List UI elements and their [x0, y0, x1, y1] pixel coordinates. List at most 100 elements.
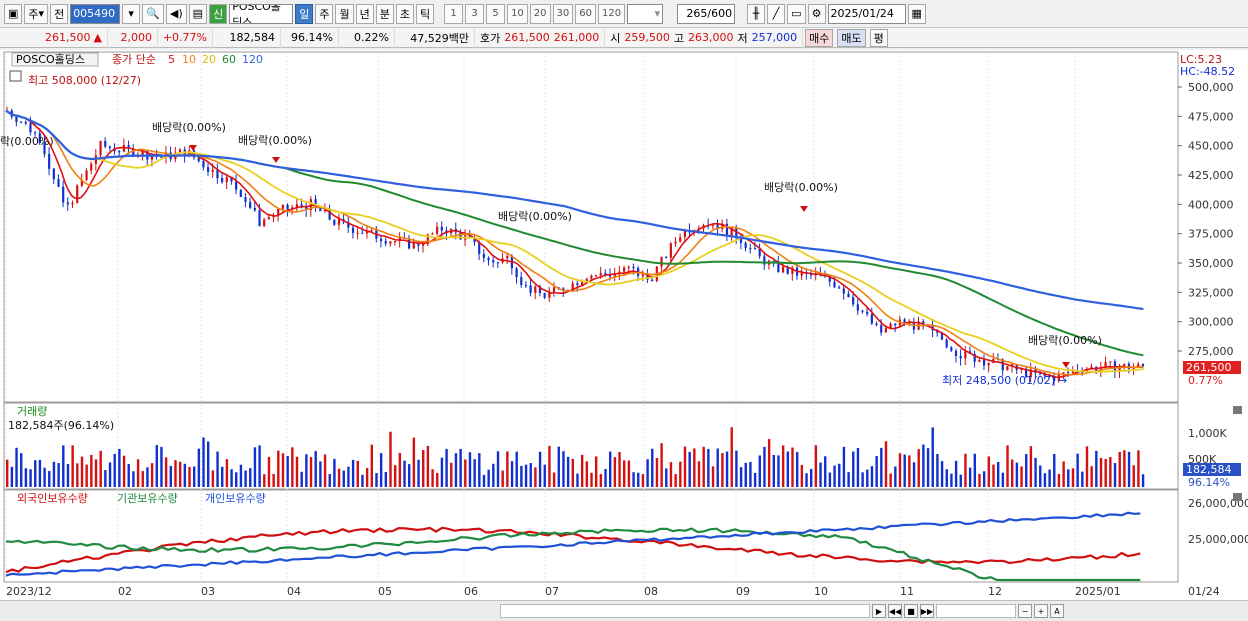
interval-10[interactable]: 10 — [507, 3, 528, 24]
candle-body — [903, 319, 906, 325]
candle-body — [314, 199, 317, 206]
play-icon[interactable]: ▶ — [872, 604, 886, 618]
volume-bar — [1057, 473, 1061, 487]
volume-bar — [842, 446, 846, 487]
stock-name-field[interactable]: POSCO홀딩스 — [229, 3, 294, 24]
volume-panel-close-icon[interactable] — [1233, 406, 1242, 414]
scroll-track[interactable] — [500, 604, 870, 618]
candle-body — [753, 248, 757, 250]
layout-icon[interactable]: ▣ — [4, 3, 23, 24]
tab-minute[interactable]: 분 — [375, 3, 394, 24]
date-field[interactable]: 2025/01/24 — [827, 3, 906, 24]
candle-body — [1104, 362, 1107, 368]
volume-bar — [889, 473, 892, 487]
calendar-icon[interactable]: ▦ — [907, 3, 926, 24]
candle-type-icon[interactable]: ╫ — [747, 3, 766, 24]
chart-area[interactable]: 500,000 475,000 450,000 425,000 400,000 375,0… — [0, 50, 1248, 621]
fast-forward-icon[interactable]: ▶▶ — [920, 604, 934, 618]
candle-body — [132, 148, 135, 157]
volume-bar — [436, 472, 439, 487]
draw-tool-icon[interactable]: ╱ — [767, 3, 786, 24]
volume-bar — [1006, 445, 1009, 487]
volume-value: 182,584 — [213, 27, 281, 48]
volume-bar — [945, 469, 948, 487]
volume-bar — [641, 474, 645, 487]
volume-bar — [744, 462, 747, 487]
volume-bar — [155, 445, 158, 487]
rewind-icon[interactable]: ◀◀ — [888, 604, 902, 618]
count-total: /600 — [707, 7, 733, 20]
eval-button[interactable]: 평 — [869, 28, 888, 47]
candle-body — [492, 260, 495, 263]
tab-year[interactable]: 년 — [355, 3, 374, 24]
volume-bar — [931, 427, 934, 487]
price-tick-label: 350,000 — [1188, 257, 1234, 270]
interval-30[interactable]: 30 — [552, 3, 574, 24]
volume-bar — [1109, 457, 1112, 487]
sell-button[interactable]: 매도 — [837, 28, 866, 47]
dividend-label-6: 배당락(0.00%) — [1028, 334, 1102, 347]
interval-60[interactable]: 60 — [575, 3, 596, 24]
volume-bar — [562, 451, 565, 487]
stop-icon[interactable]: ■ — [904, 604, 918, 618]
save-icon[interactable]: ▭ — [787, 3, 806, 24]
volume-bar — [487, 469, 490, 487]
interval-3[interactable]: 3 — [465, 3, 485, 24]
candle-body — [1062, 372, 1065, 374]
interval-120[interactable]: 120 — [598, 3, 626, 24]
zoom-out-icon[interactable]: − — [1018, 604, 1032, 618]
candle-body — [749, 248, 752, 250]
tab-second[interactable]: 초 — [395, 3, 414, 24]
candle-body — [412, 242, 415, 249]
font-size-icon[interactable]: A — [1050, 604, 1064, 618]
gear-icon[interactable]: ⚙ — [807, 3, 826, 24]
candle-body — [954, 350, 958, 356]
volume-bar — [987, 456, 991, 487]
volume-bar — [786, 451, 790, 487]
candle-body — [417, 242, 420, 246]
legend-individual: 개인보유수량 — [205, 492, 266, 505]
interval-custom-dropdown[interactable]: ▾ — [627, 3, 664, 24]
candle-body — [1118, 366, 1121, 372]
candle-body — [800, 271, 803, 276]
buy-button[interactable]: 매수 — [805, 28, 834, 47]
prev-button[interactable]: 전 — [50, 3, 69, 24]
candle-body — [1081, 372, 1084, 374]
candle-body — [244, 197, 247, 203]
moving-average-series — [5, 109, 1144, 379]
candle-body — [249, 202, 252, 208]
tab-day[interactable]: 일 — [295, 3, 314, 24]
current-price-tag-bg — [1183, 361, 1241, 374]
count-field[interactable]: 265/600 — [677, 3, 736, 24]
volume-bar — [1123, 450, 1126, 487]
volume-bar — [959, 474, 962, 487]
candle-body — [281, 204, 284, 209]
interval-5[interactable]: 5 — [486, 3, 506, 24]
candle-body — [987, 363, 990, 366]
zoom-in-icon[interactable]: + — [1034, 604, 1048, 618]
tab-week[interactable]: 주 — [315, 3, 334, 24]
candle-body — [211, 169, 214, 172]
stock-list-icon[interactable]: ▤ — [188, 3, 208, 24]
volume-bar — [898, 453, 902, 487]
open-value: 259,500 — [624, 31, 670, 44]
interval-1[interactable]: 1 — [444, 3, 464, 24]
zoom-slider[interactable] — [936, 604, 1016, 618]
volume-bar — [277, 450, 280, 487]
tab-month[interactable]: 월 — [335, 3, 354, 24]
candle-body — [253, 207, 256, 211]
period-select[interactable]: 주 ▾ — [24, 3, 49, 24]
chart-toolbar: ▣ 주 ▾ 전 005490 ▾ 🔍 ◀) ▤ 신 POSCO홀딩스 일 주 월 … — [0, 0, 1248, 28]
candle-body — [1127, 363, 1131, 369]
search-icon[interactable]: 🔍 — [142, 3, 164, 24]
holdings-panel-close-icon[interactable] — [1233, 493, 1242, 501]
candle-body — [356, 232, 359, 234]
volume-bar — [618, 452, 621, 487]
speaker-icon[interactable]: ◀) — [165, 3, 187, 24]
code-dropdown-icon[interactable]: ▾ — [122, 3, 141, 24]
stock-code-input[interactable]: 005490 — [70, 3, 121, 24]
volume-bar — [506, 451, 509, 487]
interval-20[interactable]: 20 — [529, 3, 551, 24]
tab-tick[interactable]: 틱 — [415, 3, 435, 24]
chart-canvas[interactable]: 500,000 475,000 450,000 425,000 400,000 375,0… — [0, 50, 1248, 600]
